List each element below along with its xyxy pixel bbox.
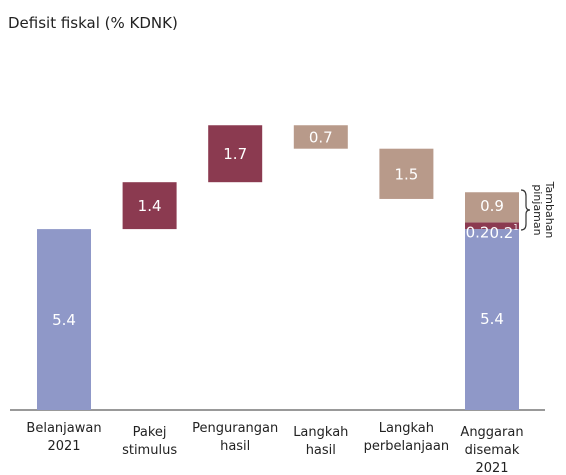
bar (208, 125, 263, 183)
value-label: 0.7 (309, 128, 333, 146)
x-tick-label: Langkah hasil (293, 425, 349, 458)
value-label: 0.9 (480, 197, 504, 215)
value-label: 0.20.21 (466, 223, 519, 242)
chart-title: Defisit fiskal (% KDNK) (8, 14, 178, 32)
annotation: Tambahanpinjaman (531, 181, 556, 239)
value-label: 5.4 (480, 310, 504, 328)
footnote-marker: 1 (513, 223, 518, 232)
bar (379, 148, 434, 199)
bar-segment (465, 222, 519, 230)
x-tick-label: Pakej stimulus (122, 425, 178, 458)
annotation-line: pinjaman (531, 184, 544, 235)
bar (37, 229, 91, 410)
bar-segment (465, 229, 519, 410)
bar-segment (465, 192, 519, 223)
brace (520, 189, 531, 231)
x-tick-label: Anggaran disemak 2021 (460, 425, 524, 475)
x-tick-label: Belanjawan 2021 (26, 421, 102, 454)
value-label-number: 0.2 (489, 224, 513, 242)
bar (293, 125, 348, 149)
value-label: 1.7 (223, 145, 247, 163)
value-label: 1.5 (394, 165, 418, 183)
value-label: 5.4 (52, 311, 76, 329)
x-tick-label: Pengurangan hasil (192, 421, 279, 454)
x-tick-label: Langkah perbelanjaan (363, 421, 450, 454)
bar (122, 182, 177, 230)
value-label: 1.4 (138, 197, 162, 215)
annotation-line: Tambahan (543, 181, 556, 239)
